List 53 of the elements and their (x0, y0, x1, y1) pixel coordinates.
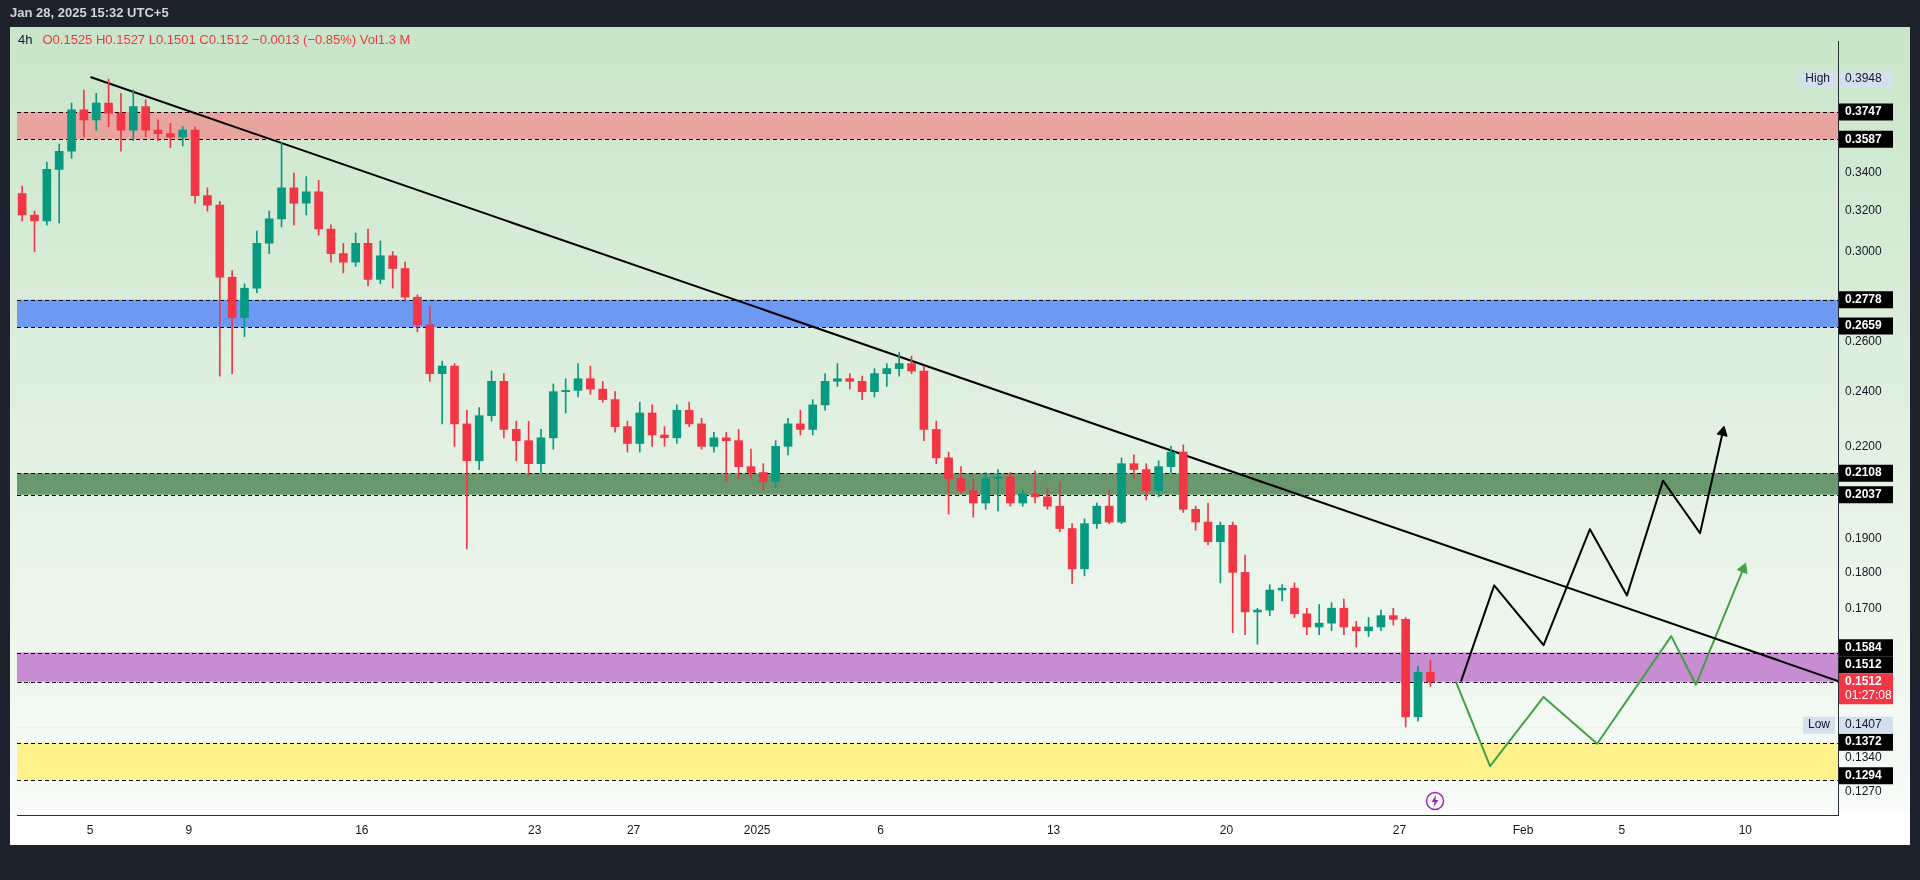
x-tick-label: 5 (1618, 822, 1626, 837)
ref-line-label: 0.2659 (1845, 318, 1883, 333)
candlestick (1030, 470, 1040, 504)
candlestick (79, 89, 89, 138)
ref-line-label: 0.2778 (1845, 292, 1883, 307)
annotation: High (1805, 71, 1831, 86)
candlestick (54, 143, 64, 224)
chart-subtitle: O0.1525 H0.1527 L0.1501 C0.1512 −0.0013 (−0.85%) Vol1.3 M (42, 32, 411, 47)
y-tick-label: 0.2600 (1845, 333, 1883, 348)
ref-line-label: 0.3747 (1845, 104, 1883, 119)
x-tick-label: Feb (1512, 822, 1534, 837)
x-tick-label: 20 (1219, 822, 1234, 837)
ref-line-label: 0.2037 (1845, 486, 1883, 501)
candlestick (1351, 620, 1361, 648)
x-tick-label: 23 (528, 822, 542, 837)
y-tick-label: 0.1270 (1845, 783, 1883, 798)
candlestick (746, 448, 756, 479)
y-tick-label: 0.1900 (1845, 530, 1883, 545)
y-tick-label: 0.1700 (1845, 600, 1883, 615)
candlestick (1314, 604, 1324, 635)
candlestick (721, 431, 731, 482)
ref-line-label: 0.3948 (1845, 71, 1883, 86)
y-tick-label: 0.1340 (1845, 749, 1883, 764)
x-tick-label: 27 (626, 822, 641, 837)
y-tick-label: 0.2200 (1845, 438, 1883, 453)
ref-line-label: 0.2108 (1845, 465, 1883, 480)
chart-title: 4h (18, 32, 33, 47)
candlestick (437, 360, 447, 425)
x-tick-label: 16 (355, 822, 369, 837)
x-tick-label: 13 (1046, 822, 1061, 837)
x-tick-label: 10 (1738, 822, 1753, 837)
legend-label: 0.1512 (1845, 657, 1883, 672)
candlestick (882, 363, 892, 387)
candlestick (894, 352, 904, 377)
x-tick-label: 27 (1392, 822, 1407, 837)
text: Jan 28, 2025 15:32 UTC+5 (10, 5, 169, 20)
ref-line-label: 0.1372 (1845, 734, 1883, 749)
x-tick-label: 6 (877, 822, 885, 837)
y-tick-label: 0.3000 (1845, 243, 1883, 258)
x-tick-label: 5 (86, 822, 94, 837)
annotation: Low (1807, 717, 1831, 732)
x-tick-label: 2025 (743, 822, 771, 837)
y-tick-label: 0.2400 (1845, 384, 1883, 398)
ref-line-label: 0.3587 (1845, 131, 1883, 146)
y-tick-label: 0.3400 (1845, 165, 1883, 180)
ref-line-label: 0.1294 (1845, 768, 1883, 783)
y-tick-label: 0.3200 (1845, 203, 1883, 218)
ref-line-label: 0.1584 (1845, 640, 1883, 655)
ref-line-label: 0.1512 (1845, 674, 1883, 689)
y-tick-label: 0.1800 (1845, 564, 1883, 579)
x-tick-label: 9 (185, 822, 193, 837)
text: 01:27:08 (1845, 688, 1893, 703)
ref-line-label: 0.1407 (1845, 717, 1883, 732)
